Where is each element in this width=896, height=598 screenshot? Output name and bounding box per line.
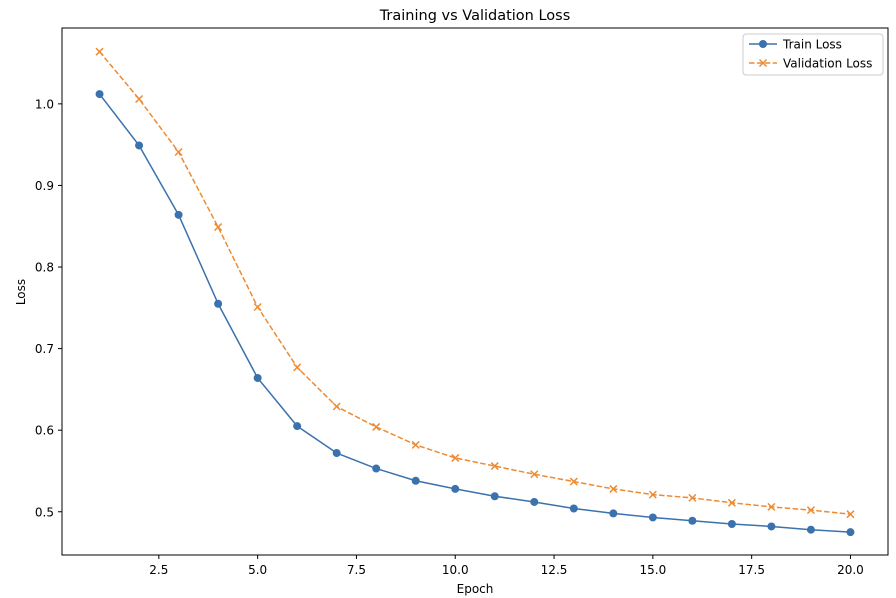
validation-loss-line [98, 51, 851, 515]
train-loss-point [806, 525, 815, 534]
train-loss-point [767, 522, 776, 531]
validation-loss-point [293, 363, 302, 372]
validation-loss-point [490, 462, 499, 471]
validation-loss-point [688, 493, 697, 502]
x-tick-label: 2.5 [149, 563, 168, 577]
train-loss-point [846, 528, 855, 537]
validation-loss-point [451, 453, 460, 462]
train-loss-point [411, 476, 420, 485]
validation-loss-point [95, 47, 104, 56]
train-loss-line [98, 93, 851, 533]
validation-loss-point [253, 302, 262, 312]
x-tick-label: 12.5 [541, 563, 568, 577]
train-loss-point [174, 210, 183, 219]
x-tick-label: 7.5 [347, 563, 366, 577]
validation-loss-point [727, 498, 736, 507]
validation-loss-point [372, 422, 381, 431]
validation-loss-point [846, 510, 855, 519]
y-tick-label: 0.7 [35, 342, 54, 356]
legend-train-label: Train Loss [782, 38, 842, 52]
y-tick-label: 0.6 [35, 424, 54, 438]
validation-loss-point [767, 502, 776, 511]
train-loss-point [372, 464, 381, 473]
train-loss-point [688, 516, 697, 525]
y-tick-label: 0.8 [35, 261, 54, 275]
train-loss-point [332, 449, 341, 458]
legend-validation-marker [758, 58, 768, 68]
legend-train-marker [759, 40, 767, 48]
y-tick-label: 0.9 [35, 179, 54, 193]
train-loss-point [530, 497, 539, 506]
train-loss-point [293, 422, 302, 431]
train-loss-point [95, 90, 104, 99]
y-tick-label: 1.0 [35, 97, 54, 111]
x-tick-label: 20.0 [837, 563, 864, 577]
validation-loss-point [332, 402, 341, 411]
x-tick-label: 10.0 [442, 563, 469, 577]
train-loss-point [609, 509, 618, 518]
validation-loss-point [569, 477, 578, 486]
chart-title: Training vs Validation Loss [379, 8, 571, 24]
legend: Train Loss Validation Loss [742, 33, 884, 76]
legend-entry-validation: Validation Loss [749, 57, 872, 71]
validation-loss-point [648, 490, 657, 499]
x-axis-label: Epoch [457, 582, 494, 596]
train-loss-point [727, 520, 736, 528]
x-tick-label: 17.5 [738, 563, 765, 577]
plot-area-frame [61, 27, 889, 556]
train-loss-point [490, 492, 499, 501]
train-loss-point [135, 141, 144, 150]
validation-loss-point [135, 94, 144, 104]
legend-box [742, 33, 884, 76]
legend-entry-train: Train Loss [749, 38, 842, 52]
validation-loss-point [609, 484, 618, 493]
x-axis-ticks: 2.5 5.0 7.5 10.0 12.5 15.0 17.5 20.0 [149, 555, 864, 577]
x-tick-label: 5.0 [248, 563, 267, 577]
legend-validation-label: Validation Loss [783, 57, 872, 71]
validation-loss-point [806, 506, 815, 515]
validation-loss-point [214, 223, 223, 232]
series-layer [95, 47, 855, 537]
train-loss-point [253, 373, 262, 382]
validation-loss-point [530, 470, 539, 479]
x-tick-label: 15.0 [639, 563, 666, 577]
train-loss-point [648, 513, 657, 522]
validation-loss-point [411, 440, 420, 449]
train-loss-point [451, 484, 460, 493]
train-loss-point [214, 299, 223, 308]
y-axis-label: Loss [14, 279, 28, 305]
validation-loss-point [174, 147, 183, 157]
train-loss-point [569, 504, 578, 513]
y-axis-ticks: 0.5 0.6 0.7 0.8 0.9 1.0 [35, 97, 62, 519]
y-tick-label: 0.5 [35, 505, 54, 519]
